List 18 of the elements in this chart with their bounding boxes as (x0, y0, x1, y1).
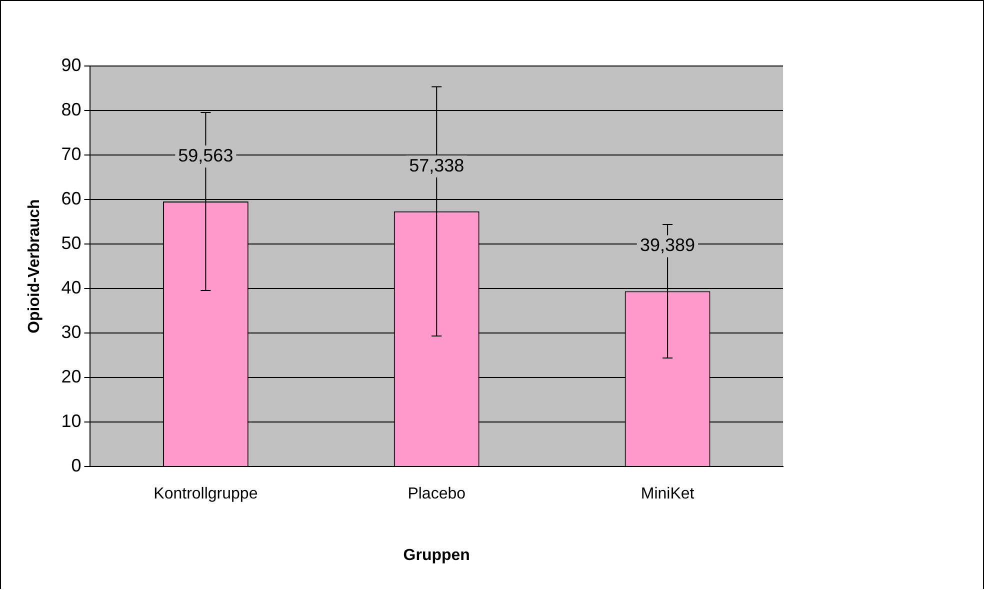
x-axis-title: Gruppen (403, 546, 470, 564)
x-tick-label: MiniKet (640, 486, 695, 503)
annotation: 57,338 (409, 155, 464, 176)
y-tick-label: 50 (61, 233, 82, 254)
y-tick-label: 40 (61, 278, 82, 298)
y-tick-label: 80 (61, 99, 82, 120)
x-tick-label: Placebo (408, 486, 466, 503)
y-tick-label: 20 (61, 366, 82, 387)
x-tick-label: Kontrollgruppe (154, 486, 258, 503)
y-tick-label: 60 (61, 188, 82, 208)
y-tick-label: 10 (61, 411, 82, 432)
annotation: 59,563 (178, 145, 234, 166)
annotation: 39,389 (640, 235, 696, 256)
y-axis-title: Opioid-Verbrauch (26, 199, 44, 334)
y-tick-label: 70 (61, 144, 82, 164)
y-tick-label: 90 (61, 54, 82, 75)
y-tick-label: 0 (71, 456, 82, 476)
y-tick-label: 30 (61, 322, 82, 342)
